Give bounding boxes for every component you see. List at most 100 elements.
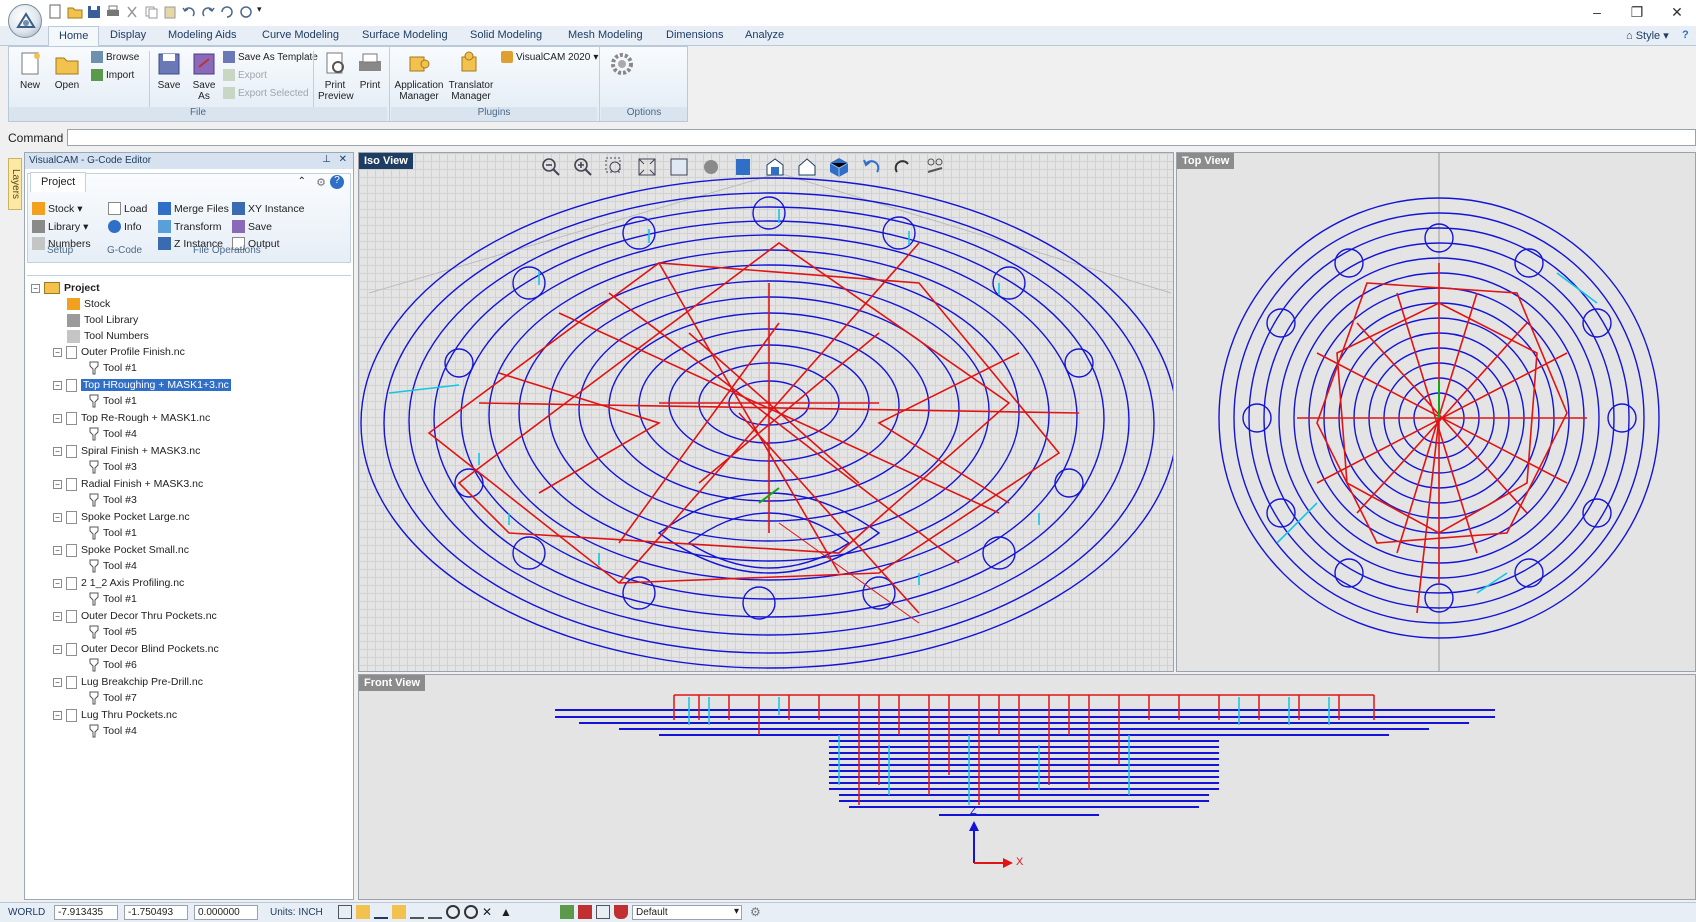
panel-close-icon[interactable]: ✕ xyxy=(338,154,347,165)
save-disk-icon[interactable] xyxy=(86,4,102,20)
collapse-icon[interactable]: − xyxy=(53,545,62,555)
options-button[interactable] xyxy=(605,51,639,80)
tab-home[interactable]: Home xyxy=(48,26,100,47)
layer-select[interactable]: Default ▾ xyxy=(632,905,742,920)
tab-modeling-aids[interactable]: Modeling Aids xyxy=(168,29,237,41)
pan-icon[interactable] xyxy=(700,156,722,178)
tree-node-file[interactable]: − 2 1_2 Axis Profiling.nc xyxy=(53,575,184,591)
tree-node-tool[interactable]: Tool #6 xyxy=(89,657,137,673)
pin-icon[interactable]: ⊥ xyxy=(322,154,331,165)
collapse-icon[interactable]: − xyxy=(53,578,62,588)
tree-node-tool[interactable]: Tool #5 xyxy=(89,624,137,640)
tree-node-tool[interactable]: Tool #4 xyxy=(89,426,137,442)
print-preview-button[interactable]: Print Preview xyxy=(317,51,354,102)
iso-cube-icon[interactable] xyxy=(828,156,850,178)
layers-side-tab[interactable]: Layers xyxy=(8,158,22,210)
display-mode-icon[interactable] xyxy=(924,156,946,178)
import-button[interactable]: Import xyxy=(91,69,134,81)
export-button[interactable]: Export xyxy=(223,69,267,81)
tree-node-file[interactable]: − Lug Breakchip Pre-Drill.nc xyxy=(53,674,203,690)
collapse-icon[interactable]: − xyxy=(53,611,62,621)
settings-icon[interactable]: ⚙ xyxy=(316,177,326,189)
visualcam-2020-dropdown[interactable]: VisualCAM 2020 ▾ xyxy=(501,51,598,63)
snap-end-icon[interactable] xyxy=(392,905,406,919)
save-as-button[interactable]: Save As xyxy=(189,51,219,102)
collapse-icon[interactable]: − xyxy=(53,413,62,423)
save-as-template-button[interactable]: Save As Template xyxy=(223,51,318,63)
snap-center-icon[interactable] xyxy=(446,905,460,919)
snap-vertex-icon[interactable]: ▲ xyxy=(500,905,512,919)
front-viewport[interactable]: Front View Z X xyxy=(358,674,1696,900)
snap-line-icon[interactable] xyxy=(428,905,442,919)
status-gear-icon[interactable]: ⚙ xyxy=(750,905,761,919)
layer-visibility-icon[interactable] xyxy=(560,905,574,919)
print-button[interactable]: Print xyxy=(355,51,385,91)
tree-node-stock[interactable]: Stock xyxy=(67,296,110,312)
tree-node-tool[interactable]: Tool #4 xyxy=(89,723,137,739)
open-folder-icon[interactable] xyxy=(67,4,83,20)
undo-icon[interactable] xyxy=(181,4,197,20)
collapse-icon[interactable]: − xyxy=(53,512,62,522)
tree-node-file[interactable]: − Outer Decor Blind Pockets.nc xyxy=(53,641,219,657)
output-button[interactable]: Output xyxy=(232,237,280,250)
info-button[interactable]: Info xyxy=(108,220,142,233)
collapse-icon[interactable]: − xyxy=(53,644,62,654)
application-manager-button[interactable]: Application Manager xyxy=(393,51,445,102)
collapse-icon[interactable]: − xyxy=(53,479,62,489)
redo-icon[interactable] xyxy=(200,4,216,20)
tree-node-tool[interactable]: Tool #1 xyxy=(89,525,137,541)
tree-node-tool[interactable]: Tool #1 xyxy=(89,393,137,409)
tree-node-file[interactable]: − Outer Decor Thru Pockets.nc xyxy=(53,608,217,624)
zoom-out-icon[interactable] xyxy=(540,156,562,178)
tree-node-tool[interactable]: Tool #3 xyxy=(89,459,137,475)
tree-node-tool-library[interactable]: Tool Library xyxy=(67,312,138,328)
units-label[interactable]: Units: INCH xyxy=(270,907,323,918)
style-menu[interactable]: ⌂ Style ▾ xyxy=(1626,30,1669,42)
stock-button[interactable]: Stock ▾ xyxy=(32,202,83,215)
top-viewport[interactable]: Top View xyxy=(1176,152,1696,672)
tree-node-file[interactable]: − Spiral Finish + MASK3.nc xyxy=(53,443,200,459)
cut-icon[interactable] xyxy=(124,4,140,20)
top-view-label[interactable]: Top View xyxy=(1177,153,1235,169)
tab-mesh-modeling[interactable]: Mesh Modeling xyxy=(568,29,643,41)
zoom-extents-icon[interactable] xyxy=(636,156,658,178)
iso-viewport[interactable]: Iso View xyxy=(358,152,1174,672)
coordinate-system-label[interactable]: WORLD xyxy=(8,907,46,918)
front-view-icon[interactable] xyxy=(732,156,754,178)
save-button[interactable]: Save xyxy=(154,51,184,91)
tree-root-project[interactable]: − Project xyxy=(31,280,100,296)
minimize-button[interactable]: – xyxy=(1593,4,1601,20)
tab-project[interactable]: Project xyxy=(30,172,87,192)
tree-node-file[interactable]: − Lug Thru Pockets.nc xyxy=(53,707,177,723)
ortho-icon[interactable] xyxy=(356,905,370,919)
library-button[interactable]: Library ▾ xyxy=(32,220,88,233)
paste-icon[interactable] xyxy=(162,4,178,20)
snap-circle-icon[interactable] xyxy=(464,905,478,919)
command-input[interactable] xyxy=(67,129,1696,146)
tab-surface-modeling[interactable]: Surface Modeling xyxy=(362,29,448,41)
layer-edit-icon[interactable] xyxy=(596,905,610,919)
export-selected-button[interactable]: Export Selected xyxy=(223,87,309,99)
tree-node-file[interactable]: − Top HRoughing + MASK1+3.nc xyxy=(53,377,231,393)
tab-display[interactable]: Display xyxy=(110,29,147,41)
grid-snap-icon[interactable] xyxy=(338,905,352,919)
new-button[interactable]: New xyxy=(15,51,45,91)
browse-button[interactable]: Browse xyxy=(91,51,139,63)
z-instance-button[interactable]: Z Instance xyxy=(158,237,223,250)
zoom-window-icon[interactable] xyxy=(604,156,626,178)
customize-qat-icon[interactable]: ▾ xyxy=(257,4,262,14)
tab-dimensions[interactable]: Dimensions xyxy=(666,29,724,41)
tree-node-file[interactable]: − Spoke Pocket Large.nc xyxy=(53,509,190,525)
collapse-ribbon-icon[interactable]: ⌃ xyxy=(297,176,306,187)
redo-view-icon[interactable] xyxy=(892,156,914,178)
repeat-icon[interactable] xyxy=(219,4,235,20)
close-button[interactable]: ✕ xyxy=(1671,4,1683,20)
load-button[interactable]: Load xyxy=(108,202,147,215)
panel-save-button[interactable]: Save xyxy=(232,220,272,233)
collapse-icon[interactable]: − xyxy=(53,446,62,456)
tree-node-file[interactable]: − Radial Finish + MASK3.nc xyxy=(53,476,203,492)
snap-point-icon[interactable] xyxy=(374,905,388,919)
refresh-icon[interactable] xyxy=(238,4,254,20)
snap-mid-icon[interactable] xyxy=(410,905,424,919)
collapse-icon[interactable]: − xyxy=(31,283,40,293)
